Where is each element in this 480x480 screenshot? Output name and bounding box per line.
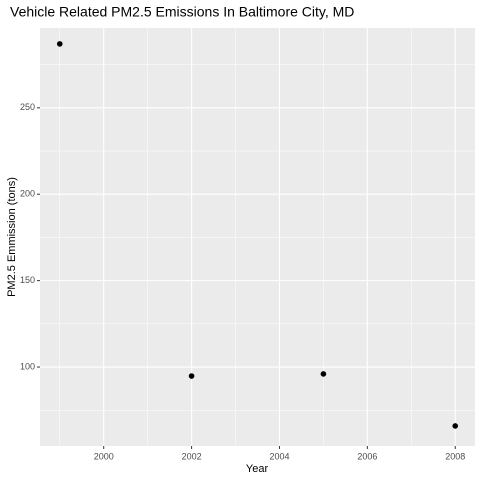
point <box>320 371 327 377</box>
x-tick-label: 2000 <box>94 451 114 461</box>
x-tick-label: 2008 <box>445 451 465 461</box>
x-tick-label: 2004 <box>269 451 289 461</box>
y-axis-label: PM2.5 Emmission (tons) <box>6 177 18 297</box>
point <box>56 41 63 47</box>
y-tick-label: 100 <box>20 361 35 371</box>
x-tick-label: 2006 <box>357 451 377 461</box>
x-axis-label: Year <box>246 463 269 475</box>
y-tick-label: 250 <box>20 102 35 112</box>
point <box>452 423 459 429</box>
x-tick-label: 2002 <box>182 451 202 461</box>
point <box>188 373 195 379</box>
y-tick-label: 150 <box>20 275 35 285</box>
chart-title: Vehicle Related PM2.5 Emissions In Balti… <box>10 4 354 20</box>
panel <box>40 28 475 446</box>
y-tick-label: 200 <box>20 189 35 199</box>
